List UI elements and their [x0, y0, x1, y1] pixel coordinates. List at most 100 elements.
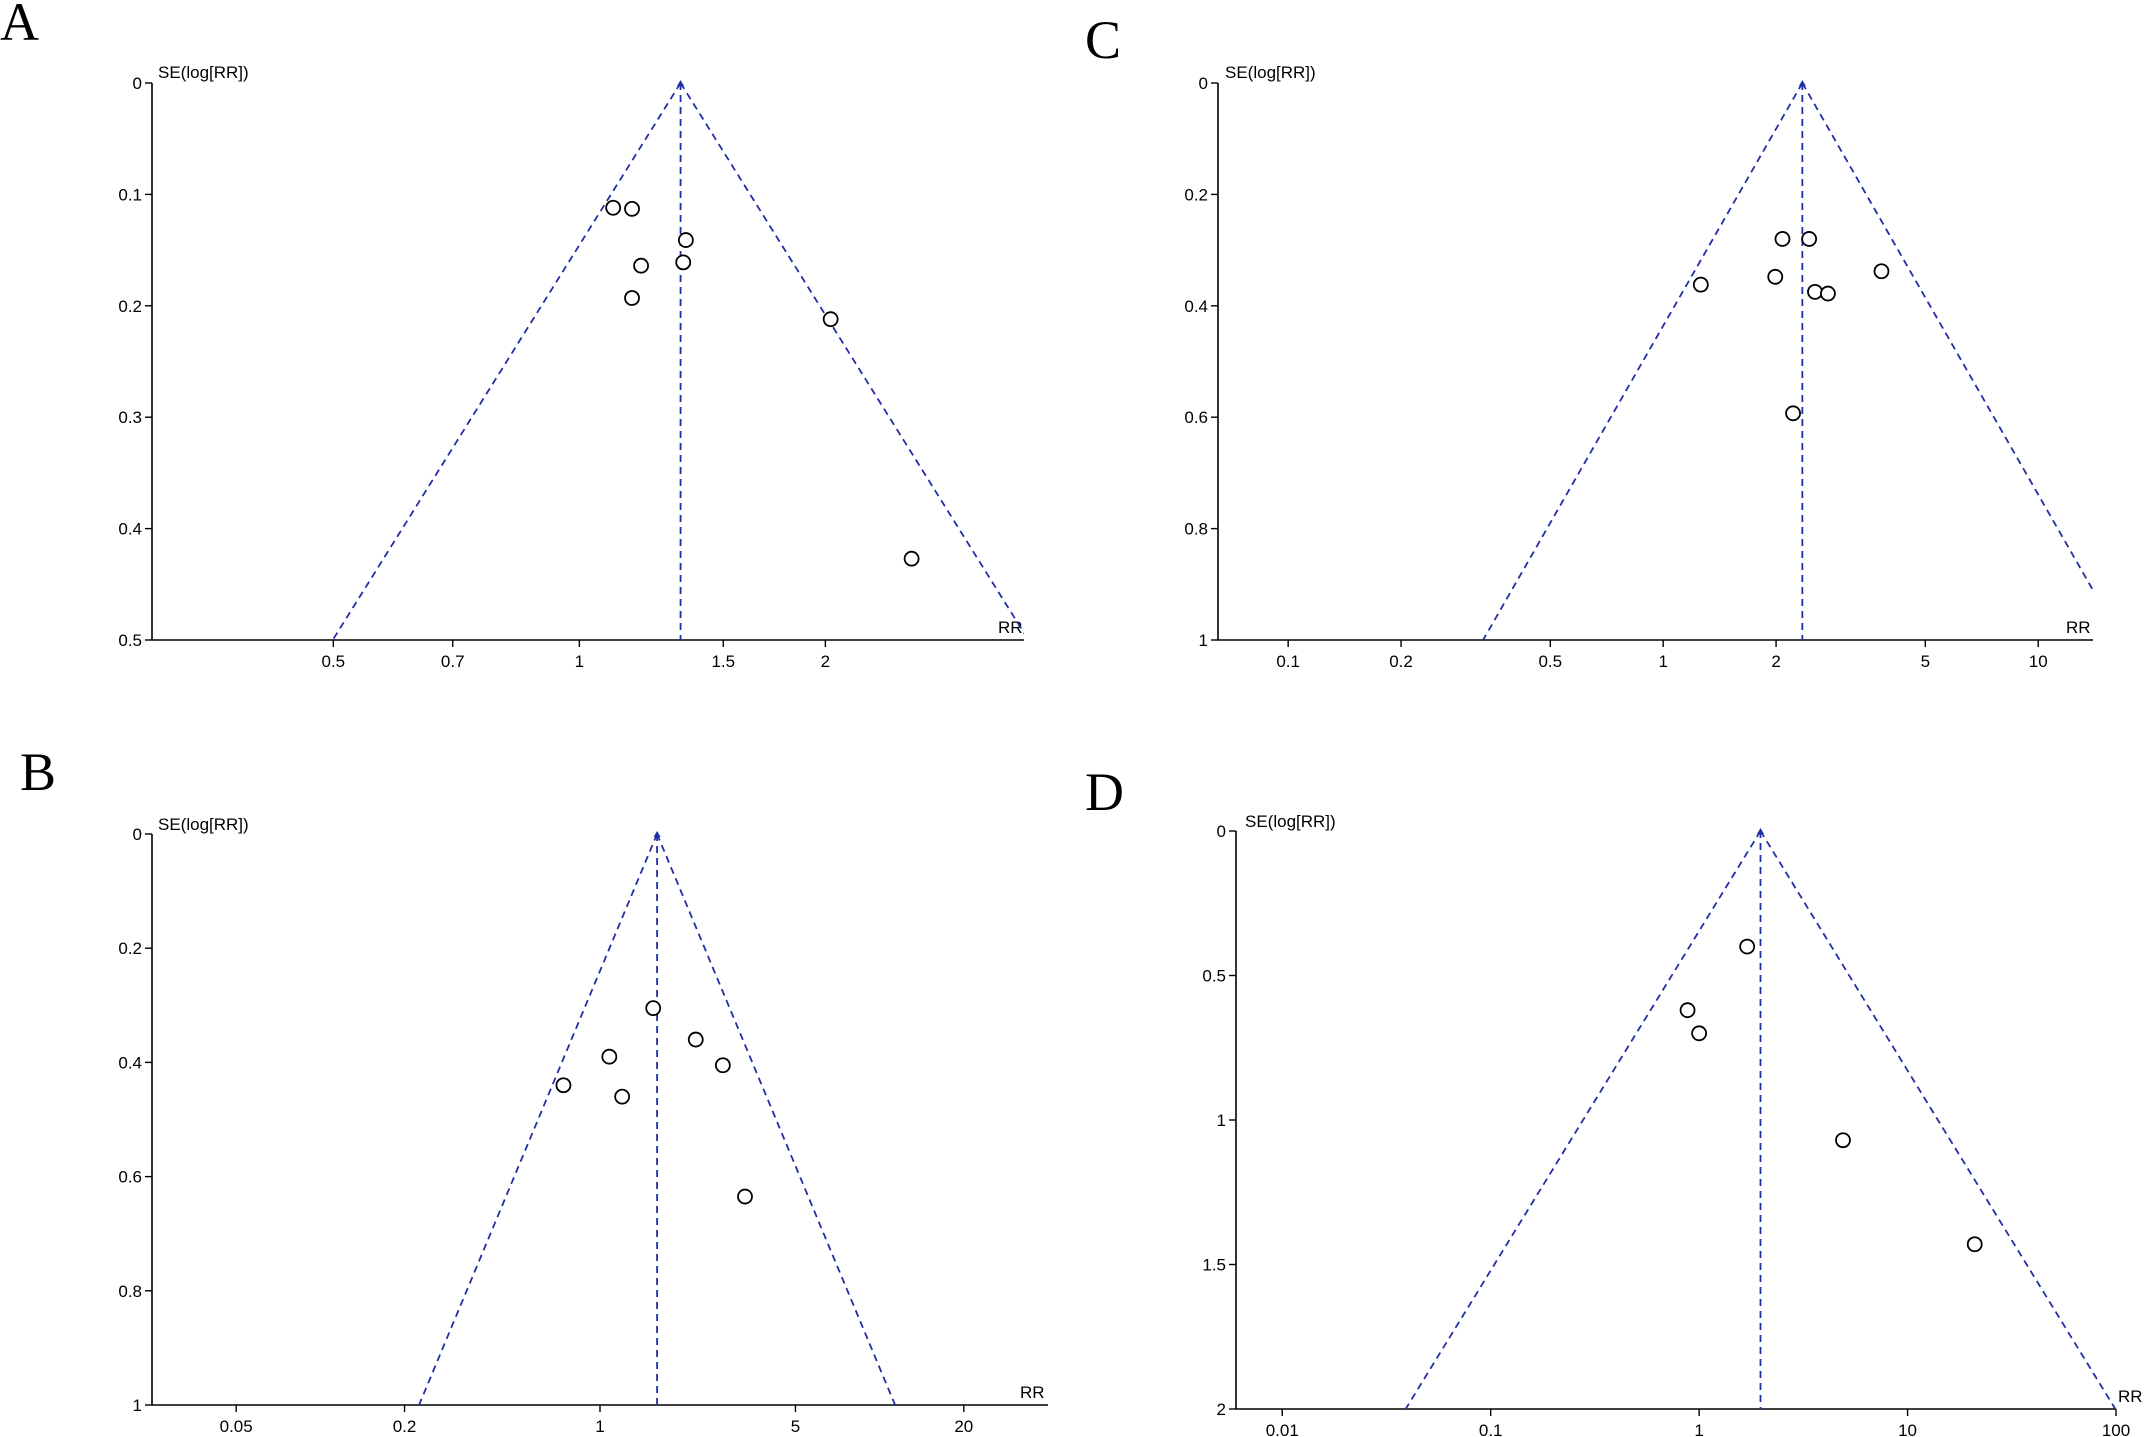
study-points	[1679, 938, 1983, 1253]
y-tick-label: 0.5	[1202, 967, 1226, 986]
x-tick-label: 0.7	[441, 652, 465, 671]
y-tick-label: 0.2	[118, 939, 142, 958]
panel-d: D SE(log[RR]) RR 0 0.5 1 1.5 2 0.01 0.1 1 10 100	[1085, 762, 2143, 1437]
panel-b: B SE(log[RR]) RR 0 0.2 0.4 0.6 0.8 1 0.05 0.2 1 5…	[20, 742, 1048, 1436]
panel-letter: B	[20, 742, 56, 802]
y-tick-label: 0	[133, 74, 142, 93]
study-point	[555, 1077, 572, 1094]
y-tick-label: 0.6	[1184, 408, 1208, 427]
y-tick-label: 0.3	[118, 408, 142, 427]
lower-confidence-limit	[1404, 830, 1762, 1409]
panel-letter: C	[1085, 10, 1121, 70]
study-point	[1774, 231, 1791, 247]
study-point	[714, 1057, 731, 1074]
x-tick-label: 1	[595, 1417, 604, 1436]
funnel-apex	[1756, 828, 1764, 834]
y-tick-label: 0	[1217, 822, 1226, 841]
study-point	[1835, 1132, 1851, 1149]
study-points	[1692, 231, 1890, 422]
x-tick-label: 1	[575, 652, 584, 671]
y-tick-label: 0.4	[118, 520, 142, 539]
y-tick-label: 0.1	[118, 185, 142, 204]
y-tick-label: 0.8	[1184, 520, 1208, 539]
study-point	[601, 1048, 618, 1065]
funnel-lines	[1404, 828, 2116, 1409]
y-tick-label: 0.4	[1184, 297, 1208, 316]
y-tick-label: 2	[1217, 1400, 1226, 1419]
study-point	[624, 200, 640, 217]
y-tick-label: 0.8	[118, 1282, 142, 1301]
study-point	[737, 1188, 753, 1205]
funnel-lines	[1482, 80, 2093, 640]
study-points	[555, 1000, 753, 1205]
upper-confidence-limit	[679, 82, 1024, 635]
y-tick-label: 1	[133, 1396, 142, 1415]
axes: 0 0.5 1 1.5 2 0.01 0.1 1 10 100	[1202, 822, 2130, 1437]
y-axis-title: SE(log[RR])	[1245, 812, 1336, 831]
y-tick-label: 1.5	[1202, 1256, 1226, 1275]
study-point	[1691, 1025, 1708, 1042]
study-point	[1692, 276, 1709, 293]
funnel-apex	[653, 831, 661, 837]
y-tick-label: 0	[1199, 74, 1208, 93]
x-axis-title: RR	[2118, 1387, 2143, 1406]
funnel-apex	[1798, 80, 1806, 86]
x-tick-label: 20	[954, 1417, 973, 1436]
x-tick-label: 1	[1658, 652, 1667, 671]
axes: 0 0.1 0.2 0.3 0.4 0.5 0.5 0.7 1 1.5 2	[118, 74, 1024, 671]
x-tick-label: 1	[1694, 1421, 1703, 1437]
study-point	[645, 1000, 662, 1017]
x-tick-label: 0.05	[220, 1417, 253, 1436]
study-point	[1679, 1002, 1696, 1019]
study-point	[675, 254, 692, 271]
x-tick-label: 10	[1898, 1421, 1917, 1437]
study-points	[605, 199, 920, 567]
panel-c: C SE(log[RR]) RR 0 0.2 0.4 0.6 0.8 1 0.1 0.2 0.5…	[1085, 10, 2093, 671]
x-tick-label: 5	[791, 1417, 800, 1436]
study-point	[1739, 938, 1756, 955]
y-tick-label: 0.2	[1184, 185, 1208, 204]
study-point	[1966, 1236, 1983, 1253]
study-point	[1767, 268, 1784, 285]
x-tick-label: 2	[821, 652, 830, 671]
x-tick-label: 0.5	[1538, 652, 1562, 671]
x-tick-label: 0.2	[393, 1417, 417, 1436]
x-tick-label: 0.5	[321, 652, 345, 671]
y-tick-label: 1	[1199, 631, 1208, 650]
study-point	[1807, 283, 1823, 300]
study-point	[605, 199, 622, 216]
axes: 0 0.2 0.4 0.6 0.8 1 0.05 0.2 1 5 20	[118, 825, 1048, 1436]
funnel-lines	[331, 80, 1024, 640]
study-point	[677, 232, 694, 248]
y-tick-label: 0.5	[118, 631, 142, 650]
x-tick-label: 1.5	[711, 652, 735, 671]
lower-confidence-limit	[1482, 82, 1804, 640]
x-axis-title: RR	[2066, 618, 2091, 637]
y-tick-label: 1	[1217, 1111, 1226, 1130]
x-axis-title: RR	[1020, 1383, 1045, 1402]
x-axis-title: RR	[998, 618, 1023, 637]
x-tick-label: 0.1	[1276, 652, 1300, 671]
y-axis-title: SE(log[RR])	[158, 815, 249, 834]
y-tick-label: 0.2	[118, 297, 142, 316]
study-point	[624, 290, 640, 306]
panel-letter: D	[1085, 762, 1124, 822]
upper-confidence-limit	[656, 833, 896, 1405]
funnel-lines	[418, 831, 896, 1405]
y-tick-label: 0.4	[118, 1053, 142, 1072]
lower-confidence-limit	[331, 82, 682, 640]
lower-confidence-limit	[418, 833, 658, 1405]
y-axis-title: SE(log[RR])	[1225, 63, 1316, 82]
x-tick-label: 5	[1921, 652, 1930, 671]
x-tick-label: 0.2	[1389, 652, 1413, 671]
study-point	[1801, 231, 1818, 247]
x-tick-label: 10	[2029, 652, 2048, 671]
axes: 0 0.2 0.4 0.6 0.8 1 0.1 0.2 0.5 1 2 5 10	[1184, 74, 2093, 671]
study-point	[903, 550, 920, 567]
y-axis-title: SE(log[RR])	[158, 63, 249, 82]
study-point	[633, 257, 649, 274]
funnel-apex	[677, 80, 685, 86]
x-tick-label: 0.1	[1479, 1421, 1503, 1437]
study-point	[614, 1088, 631, 1105]
